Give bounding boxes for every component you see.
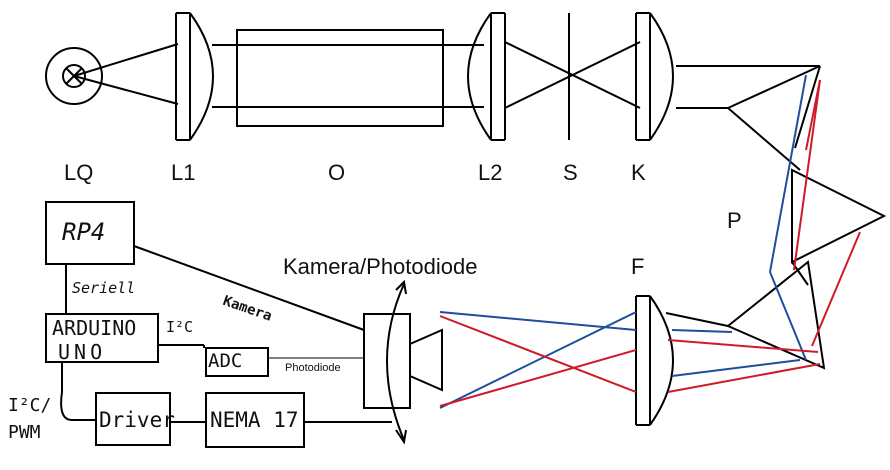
label-p: P xyxy=(727,208,742,233)
object-box xyxy=(237,30,443,126)
beam-fold-b xyxy=(728,108,800,170)
prism-p xyxy=(792,170,884,262)
rp4-box xyxy=(46,202,134,264)
driver-box xyxy=(96,393,170,445)
beam-fold-c xyxy=(795,66,820,148)
camera-lens xyxy=(410,330,442,390)
lens-l1-curve xyxy=(190,13,213,140)
label-driver: Driver xyxy=(99,408,175,432)
blue-ray-5 xyxy=(672,330,732,332)
red-ray-4 xyxy=(440,316,636,392)
lens-f-curve xyxy=(650,296,673,425)
label-l2: L2 xyxy=(478,160,503,185)
ray-source-l1-top xyxy=(74,44,178,76)
label-adc: ADC xyxy=(208,350,243,372)
label-f: F xyxy=(631,254,645,279)
label-arduino-line1: ARDUINO xyxy=(52,316,137,340)
label-k: K xyxy=(631,160,646,185)
blue-ray-2 xyxy=(770,272,806,360)
label-seriell: Seriell xyxy=(72,279,136,297)
red-ray-5 xyxy=(440,350,636,406)
label-s: S xyxy=(563,160,578,185)
label-camera-photodiode: Kamera/Photodiode xyxy=(283,254,478,279)
link-rp4-camera xyxy=(134,246,364,330)
light-source-inner xyxy=(63,65,85,87)
label-nema: NEMA 17 xyxy=(210,408,299,432)
blue-ray-1 xyxy=(770,75,806,272)
arrow-head-bottom xyxy=(396,430,406,442)
camera-rotation-arc xyxy=(387,284,404,440)
link-arduino-driver xyxy=(61,362,96,420)
red-ray-2 xyxy=(794,80,820,270)
lens-k-curve xyxy=(650,13,673,140)
label-i2c: I²C xyxy=(166,318,194,336)
label-arduino-line2: UNO xyxy=(58,340,107,364)
ray-source-l1-bottom xyxy=(74,76,178,104)
label-o: O xyxy=(328,160,346,185)
red-ray-7 xyxy=(668,364,820,392)
label-i2c-pwm-line1: I²C/ xyxy=(8,395,52,416)
label-photodiode-link: Photodiode xyxy=(285,362,341,374)
blue-ray-4 xyxy=(440,312,636,408)
nema-box xyxy=(206,393,304,447)
label-l1: L1 xyxy=(171,160,196,185)
lower-reflector xyxy=(728,262,824,368)
adc-box xyxy=(206,348,268,376)
red-ray-6 xyxy=(668,340,818,352)
beam-fold-a xyxy=(728,66,820,108)
label-lq: LQ xyxy=(64,160,94,185)
ray-f-lower xyxy=(666,313,728,326)
blue-ray-6 xyxy=(672,360,800,376)
arduino-box xyxy=(46,314,158,362)
ray-l2-k-b xyxy=(505,42,640,108)
label-rp4: RP4 xyxy=(62,218,106,246)
lens-l2-curve xyxy=(468,13,491,140)
label-i2c-pwm-line2: PWM xyxy=(8,422,41,443)
light-source-outer xyxy=(46,48,102,104)
arrow-head-top xyxy=(396,282,406,294)
red-ray-3 xyxy=(812,232,860,346)
